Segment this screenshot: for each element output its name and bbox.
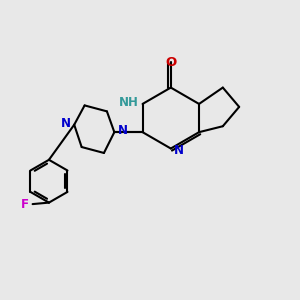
Text: N: N bbox=[118, 124, 128, 137]
Text: F: F bbox=[21, 198, 29, 211]
Text: N: N bbox=[174, 144, 184, 158]
Text: N: N bbox=[61, 117, 70, 130]
Text: O: O bbox=[165, 56, 176, 69]
Text: NH: NH bbox=[119, 96, 139, 109]
